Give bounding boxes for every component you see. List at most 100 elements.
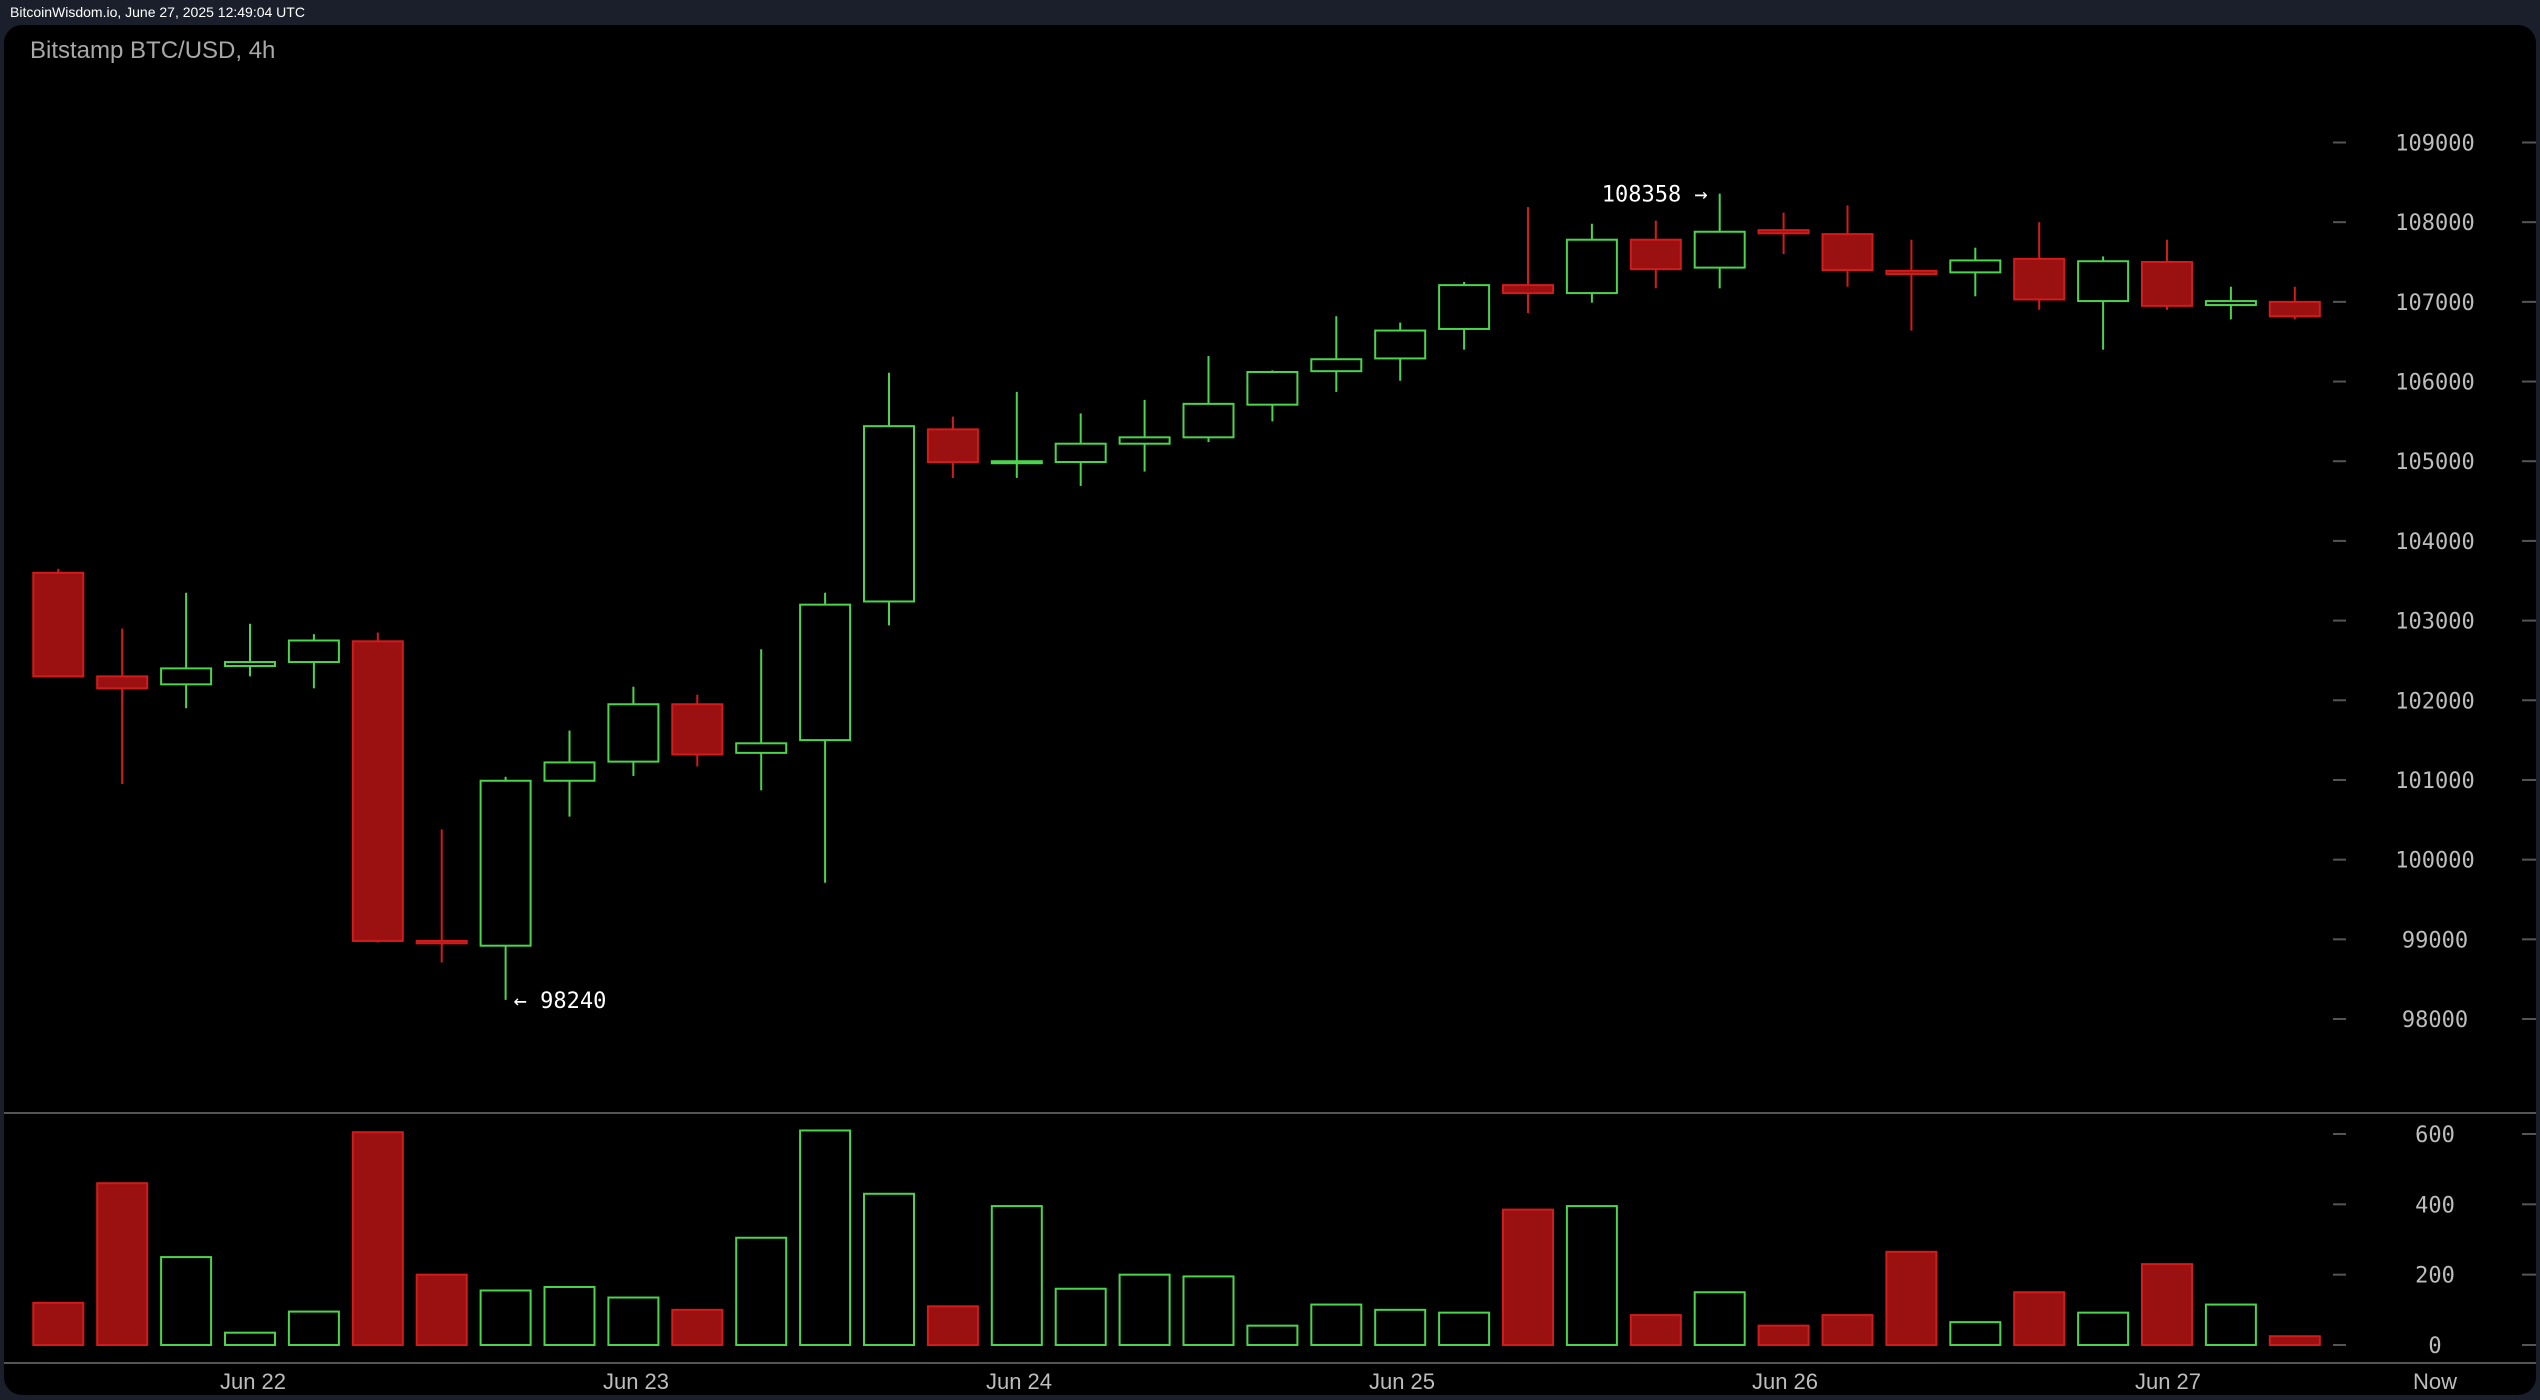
volume-bar-down xyxy=(1502,1208,1554,1346)
candle-down xyxy=(415,939,468,945)
price-tick-label: 109000 xyxy=(2395,132,2474,157)
date-label: Jun 24 xyxy=(986,1369,1052,1394)
volume-tick-label: 200 xyxy=(2415,1264,2455,1289)
candle-up xyxy=(735,742,788,754)
date-label: Jun 22 xyxy=(220,1369,286,1394)
price-tick-label: 107000 xyxy=(2395,291,2474,316)
volume-bar-up xyxy=(1246,1324,1299,1346)
price-tick-label: 104000 xyxy=(2395,530,2474,555)
candle-up xyxy=(1310,358,1363,373)
volume-bar-up xyxy=(863,1192,915,1346)
candle-up xyxy=(287,639,340,664)
candle-up xyxy=(799,603,852,742)
volume-tick-label: 400 xyxy=(2415,1193,2455,1218)
volume-bar-down xyxy=(32,1301,85,1347)
volume-bar-down xyxy=(2141,1263,2193,1347)
date-label: Jun 26 xyxy=(1752,1369,1818,1394)
source-timestamp: BitcoinWisdom.io, June 27, 2025 12:49:04… xyxy=(10,4,305,20)
price-tick-label: 106000 xyxy=(2395,371,2474,396)
volume-bar-up xyxy=(1949,1321,2002,1347)
volume-bar-up xyxy=(1565,1205,1618,1347)
price-tick-label: 103000 xyxy=(2395,610,2474,635)
candle-up xyxy=(224,661,276,668)
price-tick-label: 98000 xyxy=(2402,1008,2468,1033)
candle-down xyxy=(351,640,404,942)
volume-bar-up xyxy=(2204,1303,2257,1347)
volume-bar-up xyxy=(287,1310,340,1347)
candle-up xyxy=(1374,329,1427,360)
candle-up xyxy=(1246,370,1299,406)
volume-bar-up xyxy=(1182,1275,1235,1347)
volume-bar-down xyxy=(351,1131,404,1347)
price-tick-label: 105000 xyxy=(2395,450,2474,475)
price-tick-label: 99000 xyxy=(2402,928,2468,953)
candle-up xyxy=(160,667,213,686)
candle-up xyxy=(1118,436,1171,445)
date-label: Jun 27 xyxy=(2135,1369,2201,1394)
volume-bar-up xyxy=(160,1256,213,1347)
date-label: Now xyxy=(2413,1369,2457,1394)
volume-bar-up xyxy=(735,1236,788,1347)
chart-panel: 98000 99000 100000 101000 102000 103000 104000… xyxy=(4,25,2536,1395)
candle-up xyxy=(543,761,596,782)
volume-bar-down xyxy=(2013,1291,2066,1346)
price-tick-label: 101000 xyxy=(2395,769,2474,794)
candle-up xyxy=(1438,284,1491,330)
candle-down xyxy=(926,428,979,464)
candle-up xyxy=(1182,402,1235,439)
candle-down xyxy=(32,571,85,678)
volume-tick-label: 0 xyxy=(2428,1334,2441,1359)
volume-bar-down xyxy=(926,1305,979,1346)
candle-down xyxy=(2268,300,2321,318)
date-label: Jun 25 xyxy=(1369,1369,1435,1394)
candle-down xyxy=(1885,269,1938,275)
candle-up xyxy=(1054,442,1107,464)
price-tick-label: 100000 xyxy=(2395,849,2474,874)
candle-up xyxy=(2204,300,2257,307)
candle-up xyxy=(1949,259,2002,274)
volume-bar-up xyxy=(2077,1311,2130,1346)
candle-up xyxy=(1565,238,1618,295)
volume-bar-down xyxy=(1629,1314,1682,1346)
candle-up xyxy=(607,703,660,763)
volume-bar-down xyxy=(96,1182,149,1346)
candle-up xyxy=(863,425,915,603)
date-label: Jun 23 xyxy=(603,1369,669,1394)
volume-bar-down xyxy=(671,1308,724,1347)
volume-tick-label: 600 xyxy=(2415,1123,2455,1148)
candle-down xyxy=(671,703,724,756)
volume-bar-up xyxy=(607,1296,660,1347)
candle-down xyxy=(2141,261,2193,307)
candle-down xyxy=(96,675,149,690)
candle-down xyxy=(2013,257,2066,301)
volume-bar-up xyxy=(224,1331,276,1346)
volume-bar-up xyxy=(479,1289,532,1347)
volume-bar-up xyxy=(1693,1291,1746,1346)
volume-bar-up xyxy=(1054,1287,1107,1346)
candle-down xyxy=(1821,233,1874,271)
volume-bar-up xyxy=(1374,1308,1427,1347)
volume-bar-up xyxy=(543,1285,596,1346)
volume-bar-down xyxy=(1821,1314,1874,1346)
candle-down xyxy=(1502,284,1554,295)
price-tick-label: 102000 xyxy=(2395,689,2474,714)
volume-bar-down xyxy=(415,1273,468,1346)
high-annotation: 108358 → xyxy=(1602,183,1708,208)
price-tick-label: 108000 xyxy=(2395,211,2474,236)
candle-up xyxy=(479,779,532,947)
candle-down xyxy=(1629,238,1682,271)
volume-bar-up xyxy=(990,1205,1043,1347)
candle-up xyxy=(1693,230,1746,269)
candlestick-chart: 98000 99000 100000 101000 102000 103000 104000… xyxy=(4,132,2536,1394)
volume-bar-down xyxy=(2268,1335,2321,1347)
low-annotation: ← 98240 xyxy=(514,989,607,1014)
volume-bar-down xyxy=(1757,1324,1810,1346)
chart-title: Bitstamp BTC/USD, 4h xyxy=(30,37,276,64)
candle-down xyxy=(1757,229,1810,235)
candle-up xyxy=(990,460,1043,465)
volume-bar-up xyxy=(799,1129,852,1346)
volume-bar-down xyxy=(1885,1250,1938,1347)
candle-up xyxy=(2077,260,2130,303)
volume-bar-up xyxy=(1438,1311,1491,1346)
volume-bar-up xyxy=(1118,1273,1171,1346)
